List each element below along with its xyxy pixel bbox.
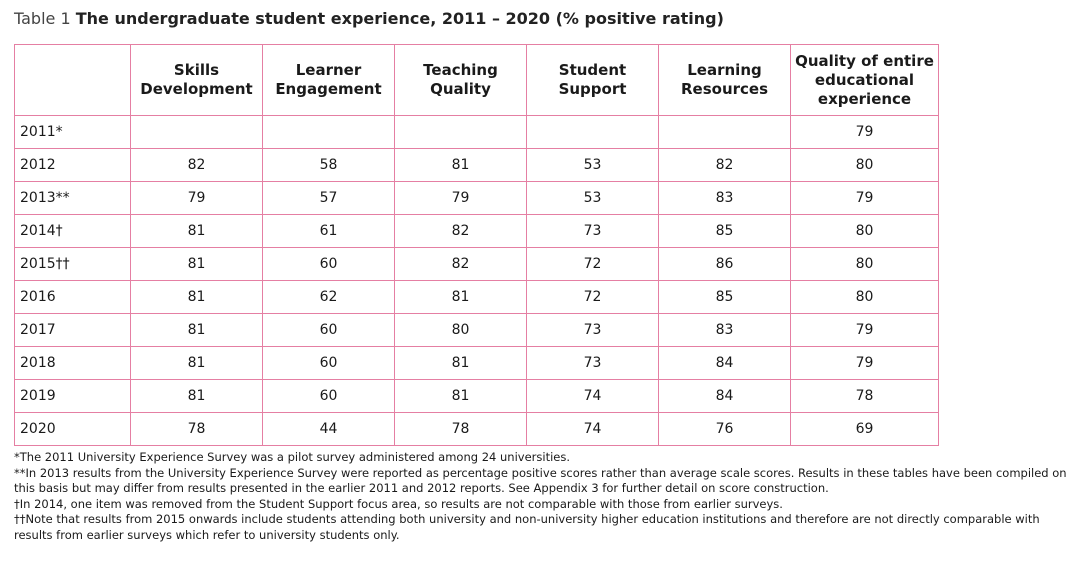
column-header-student-support: Student Support bbox=[526, 44, 659, 116]
table-cell: 53 bbox=[526, 181, 659, 215]
table-cell: 72 bbox=[526, 247, 659, 281]
table-cell: 86 bbox=[658, 247, 791, 281]
table-cell: 81 bbox=[394, 346, 527, 380]
table-row: 2015†† 81 60 82 72 86 80 bbox=[14, 247, 939, 281]
table-cell: 80 bbox=[790, 148, 939, 182]
table-cell: 79 bbox=[790, 181, 939, 215]
table-cell: 74 bbox=[526, 379, 659, 413]
table-cell: 44 bbox=[262, 412, 395, 446]
table-cell: 62 bbox=[262, 280, 395, 314]
row-year-cell: 2014† bbox=[14, 214, 131, 248]
table-cell: 79 bbox=[790, 346, 939, 380]
table-cell: 61 bbox=[262, 214, 395, 248]
table-cell: 83 bbox=[658, 313, 791, 347]
column-header-learner-engagement: Learner Engagement bbox=[262, 44, 395, 116]
table-cell: 79 bbox=[394, 181, 527, 215]
table-cell: 58 bbox=[262, 148, 395, 182]
table-row: 2018 81 60 81 73 84 79 bbox=[14, 346, 939, 380]
table-cell: 81 bbox=[130, 313, 263, 347]
row-year-cell: 2016 bbox=[14, 280, 131, 314]
table-cell: 80 bbox=[790, 214, 939, 248]
table-row: 2016 81 62 81 72 85 80 bbox=[14, 280, 939, 314]
table-number: Table 1 bbox=[14, 9, 71, 28]
table-cell: 78 bbox=[130, 412, 263, 446]
footnote-2013: **In 2013 results from the University Ex… bbox=[14, 465, 1067, 496]
column-header-learning-resources: Learning Resources bbox=[658, 44, 791, 116]
footnote-2014: †In 2014, one item was removed from the … bbox=[14, 496, 783, 511]
table-cell: 81 bbox=[394, 280, 527, 314]
table-cell: 83 bbox=[658, 181, 791, 215]
table-cell: 80 bbox=[394, 313, 527, 347]
table-cell: 73 bbox=[526, 346, 659, 380]
table-cell: 78 bbox=[790, 379, 939, 413]
footnote-2015: ††Note that results from 2015 onwards in… bbox=[14, 512, 1040, 542]
footnotes: *The 2011 University Experience Survey w… bbox=[14, 450, 1070, 544]
row-year-cell: 2019 bbox=[14, 379, 131, 413]
table-cell bbox=[394, 115, 527, 149]
row-year-cell: 2017 bbox=[14, 313, 131, 347]
table-cell bbox=[526, 115, 659, 149]
table-body: 2011* 79 2012 82 58 81 53 82 80 2013** 79 57 79 53 83 7… bbox=[14, 115, 939, 446]
table-cell: 60 bbox=[262, 313, 395, 347]
table-caption: Table 1 The undergraduate student experi… bbox=[14, 9, 724, 28]
table-cell: 78 bbox=[394, 412, 527, 446]
table-cell: 81 bbox=[130, 346, 263, 380]
table-cell: 81 bbox=[130, 280, 263, 314]
table-cell: 69 bbox=[790, 412, 939, 446]
column-header-skills-development: Skills Development bbox=[130, 44, 263, 116]
data-table: Skills Development Learner Engagement Te… bbox=[14, 44, 939, 446]
table-row: 2012 82 58 81 53 82 80 bbox=[14, 148, 939, 182]
table-cell bbox=[658, 115, 791, 149]
header-row: Skills Development Learner Engagement Te… bbox=[14, 44, 939, 116]
table-cell bbox=[130, 115, 263, 149]
table-cell: 72 bbox=[526, 280, 659, 314]
row-year-cell: 2015†† bbox=[14, 247, 131, 281]
table-cell: 81 bbox=[394, 379, 527, 413]
table-cell: 82 bbox=[658, 148, 791, 182]
table-cell: 82 bbox=[394, 247, 527, 281]
row-year-cell: 2011* bbox=[14, 115, 131, 149]
table-row: 2020 78 44 78 74 76 69 bbox=[14, 412, 939, 446]
table-cell: 60 bbox=[262, 379, 395, 413]
row-year-cell: 2020 bbox=[14, 412, 131, 446]
table-cell: 60 bbox=[262, 346, 395, 380]
table-cell: 73 bbox=[526, 313, 659, 347]
table-cell: 81 bbox=[394, 148, 527, 182]
table-title: The undergraduate student experience, 20… bbox=[75, 9, 724, 28]
table-cell: 81 bbox=[130, 379, 263, 413]
table-cell: 85 bbox=[658, 280, 791, 314]
table-row: 2019 81 60 81 74 84 78 bbox=[14, 379, 939, 413]
table-cell: 60 bbox=[262, 247, 395, 281]
row-year-cell: 2018 bbox=[14, 346, 131, 380]
table-cell bbox=[262, 115, 395, 149]
table-cell: 79 bbox=[130, 181, 263, 215]
row-year-cell: 2013** bbox=[14, 181, 131, 215]
table-row: 2017 81 60 80 73 83 79 bbox=[14, 313, 939, 347]
table-cell: 79 bbox=[790, 313, 939, 347]
table-cell: 79 bbox=[790, 115, 939, 149]
row-year-cell: 2012 bbox=[14, 148, 131, 182]
table-row: 2013** 79 57 79 53 83 79 bbox=[14, 181, 939, 215]
table-cell: 80 bbox=[790, 280, 939, 314]
table-cell: 85 bbox=[658, 214, 791, 248]
table-cell: 57 bbox=[262, 181, 395, 215]
table-row: 2011* 79 bbox=[14, 115, 939, 149]
table-cell: 84 bbox=[658, 379, 791, 413]
table-cell: 80 bbox=[790, 247, 939, 281]
table-cell: 76 bbox=[658, 412, 791, 446]
table-cell: 53 bbox=[526, 148, 659, 182]
table-cell: 84 bbox=[658, 346, 791, 380]
footnote-2011: *The 2011 University Experience Survey w… bbox=[14, 450, 570, 464]
table-cell: 81 bbox=[130, 214, 263, 248]
column-header-teaching-quality: Teaching Quality bbox=[394, 44, 527, 116]
table-cell: 81 bbox=[130, 247, 263, 281]
table-cell: 82 bbox=[130, 148, 263, 182]
column-header-quality-of-entire-experience: Quality of entire educational experience bbox=[790, 44, 939, 116]
column-header-year bbox=[14, 44, 131, 116]
table-cell: 82 bbox=[394, 214, 527, 248]
table-cell: 73 bbox=[526, 214, 659, 248]
table-row: 2014† 81 61 82 73 85 80 bbox=[14, 214, 939, 248]
table-cell: 74 bbox=[526, 412, 659, 446]
